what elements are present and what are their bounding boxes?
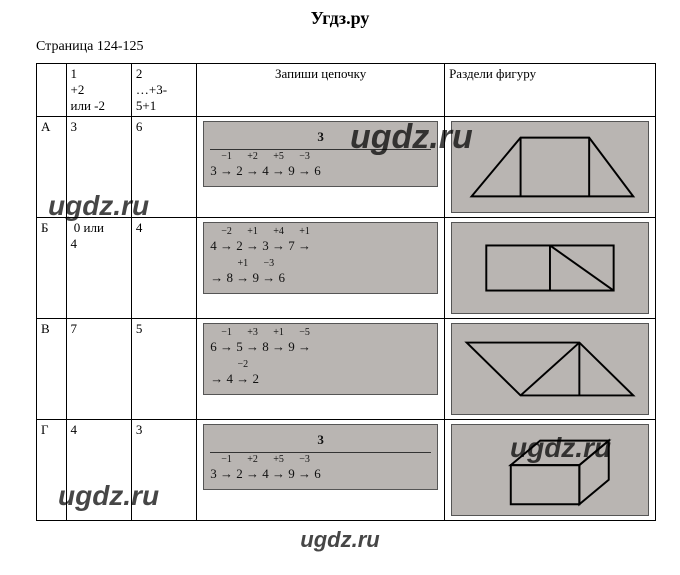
row-letter: Б bbox=[37, 218, 67, 319]
header-col3: Запиши цепочку bbox=[197, 64, 445, 117]
table-row: А 3 6 3 3 −1→ 2 +2→ 4 +5→ 9 −3→ 6 bbox=[37, 117, 656, 218]
table-row: Г 4 3 3 3 −1→ 2 +2→ 4 +5→ 9 −3→ 6 bbox=[37, 420, 656, 521]
shape-rectangle bbox=[451, 222, 649, 314]
table-row: Б 0 или 4 4 4 −2→ 2 +1→ 3 +4→ 7 +1→ → bbox=[37, 218, 656, 319]
footer-watermark: ugdz.ru bbox=[0, 521, 680, 553]
cell-v2: 3 bbox=[131, 420, 196, 521]
cell-v2: 6 bbox=[131, 117, 196, 218]
shape-cell bbox=[445, 319, 656, 420]
header-col1: 1 +2 или -2 bbox=[66, 64, 131, 117]
shape-parallelogram bbox=[451, 323, 649, 415]
shape-trapezoid bbox=[451, 121, 649, 213]
header-row: 1 +2 или -2 2 …+3- 5+1 Запиши цепочку Ра… bbox=[37, 64, 656, 117]
cell-v1: 3 bbox=[66, 117, 131, 218]
site-title: Угдз.ру bbox=[0, 0, 680, 29]
chain-cell: 3 3 −1→ 2 +2→ 4 +5→ 9 −3→ 6 bbox=[197, 117, 445, 218]
cell-v1: 4 bbox=[66, 420, 131, 521]
main-table: 1 +2 или -2 2 …+3- 5+1 Запиши цепочку Ра… bbox=[36, 63, 656, 521]
header-col4: Раздели фигуру bbox=[445, 64, 656, 117]
shape-cuboid bbox=[451, 424, 649, 516]
chain-cell: 6 −1→ 5 +3→ 8 +1→ 9 −5→ → 4 −2→ 2 bbox=[197, 319, 445, 420]
cell-v2: 5 bbox=[131, 319, 196, 420]
chain-cell: 3 3 −1→ 2 +2→ 4 +5→ 9 −3→ 6 bbox=[197, 420, 445, 521]
row-letter: Г bbox=[37, 420, 67, 521]
cell-v1: 0 или 4 bbox=[66, 218, 131, 319]
chain-cell: 4 −2→ 2 +1→ 3 +4→ 7 +1→ → 8 +1→ 9 −3→ 6 bbox=[197, 218, 445, 319]
header-col2: 2 …+3- 5+1 bbox=[131, 64, 196, 117]
row-letter: В bbox=[37, 319, 67, 420]
shape-cell bbox=[445, 218, 656, 319]
cell-v1: 7 bbox=[66, 319, 131, 420]
page-subtitle: Страница 124-125 bbox=[0, 29, 680, 63]
shape-cell bbox=[445, 420, 656, 521]
row-letter: А bbox=[37, 117, 67, 218]
cell-v2: 4 bbox=[131, 218, 196, 319]
shape-cell bbox=[445, 117, 656, 218]
table-row: В 7 5 6 −1→ 5 +3→ 8 +1→ 9 −5→ → 4 −2→ bbox=[37, 319, 656, 420]
